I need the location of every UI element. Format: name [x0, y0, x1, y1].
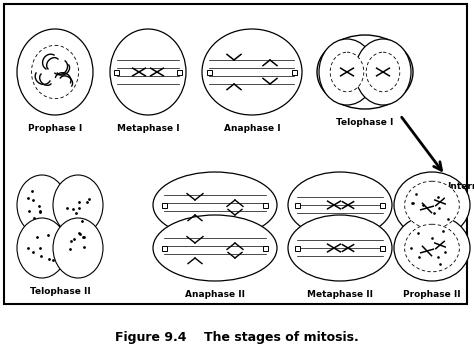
Bar	[162, 246, 167, 251]
Ellipse shape	[405, 224, 459, 272]
Bar	[295, 202, 300, 208]
Ellipse shape	[317, 35, 413, 109]
Ellipse shape	[330, 52, 364, 92]
Bar	[264, 246, 268, 251]
Ellipse shape	[319, 39, 375, 105]
Text: Telophase I: Telophase I	[337, 118, 394, 127]
Ellipse shape	[394, 215, 470, 281]
Ellipse shape	[31, 45, 79, 99]
Bar	[177, 70, 182, 75]
Bar	[4, 4, 467, 304]
Ellipse shape	[53, 175, 103, 235]
Bar	[380, 246, 385, 251]
Ellipse shape	[288, 215, 392, 281]
Bar	[162, 202, 167, 208]
Ellipse shape	[366, 52, 400, 92]
Text: Anaphase II: Anaphase II	[185, 290, 245, 299]
Text: Intermission: Intermission	[447, 182, 474, 191]
Ellipse shape	[17, 218, 67, 278]
Ellipse shape	[394, 172, 470, 238]
Ellipse shape	[110, 29, 186, 115]
Text: Figure 9.4    The stages of mitosis.: Figure 9.4 The stages of mitosis.	[115, 332, 359, 344]
Bar	[114, 70, 119, 75]
Bar	[295, 246, 300, 251]
Text: Telophase II: Telophase II	[29, 287, 91, 296]
Ellipse shape	[17, 29, 93, 115]
Text: Prophase I: Prophase I	[28, 124, 82, 133]
Bar	[207, 70, 212, 75]
Text: Metaphase I: Metaphase I	[117, 124, 179, 133]
Text: Anaphase I: Anaphase I	[224, 124, 280, 133]
Text: Prophase II: Prophase II	[403, 290, 461, 299]
Ellipse shape	[355, 39, 411, 105]
Ellipse shape	[202, 29, 302, 115]
Ellipse shape	[153, 172, 277, 238]
Ellipse shape	[153, 215, 277, 281]
Text: Metaphase II: Metaphase II	[307, 290, 373, 299]
Bar	[264, 202, 268, 208]
Ellipse shape	[405, 181, 459, 229]
Ellipse shape	[288, 172, 392, 238]
Bar	[380, 202, 385, 208]
Ellipse shape	[17, 175, 67, 235]
Bar	[292, 70, 297, 75]
Ellipse shape	[53, 218, 103, 278]
